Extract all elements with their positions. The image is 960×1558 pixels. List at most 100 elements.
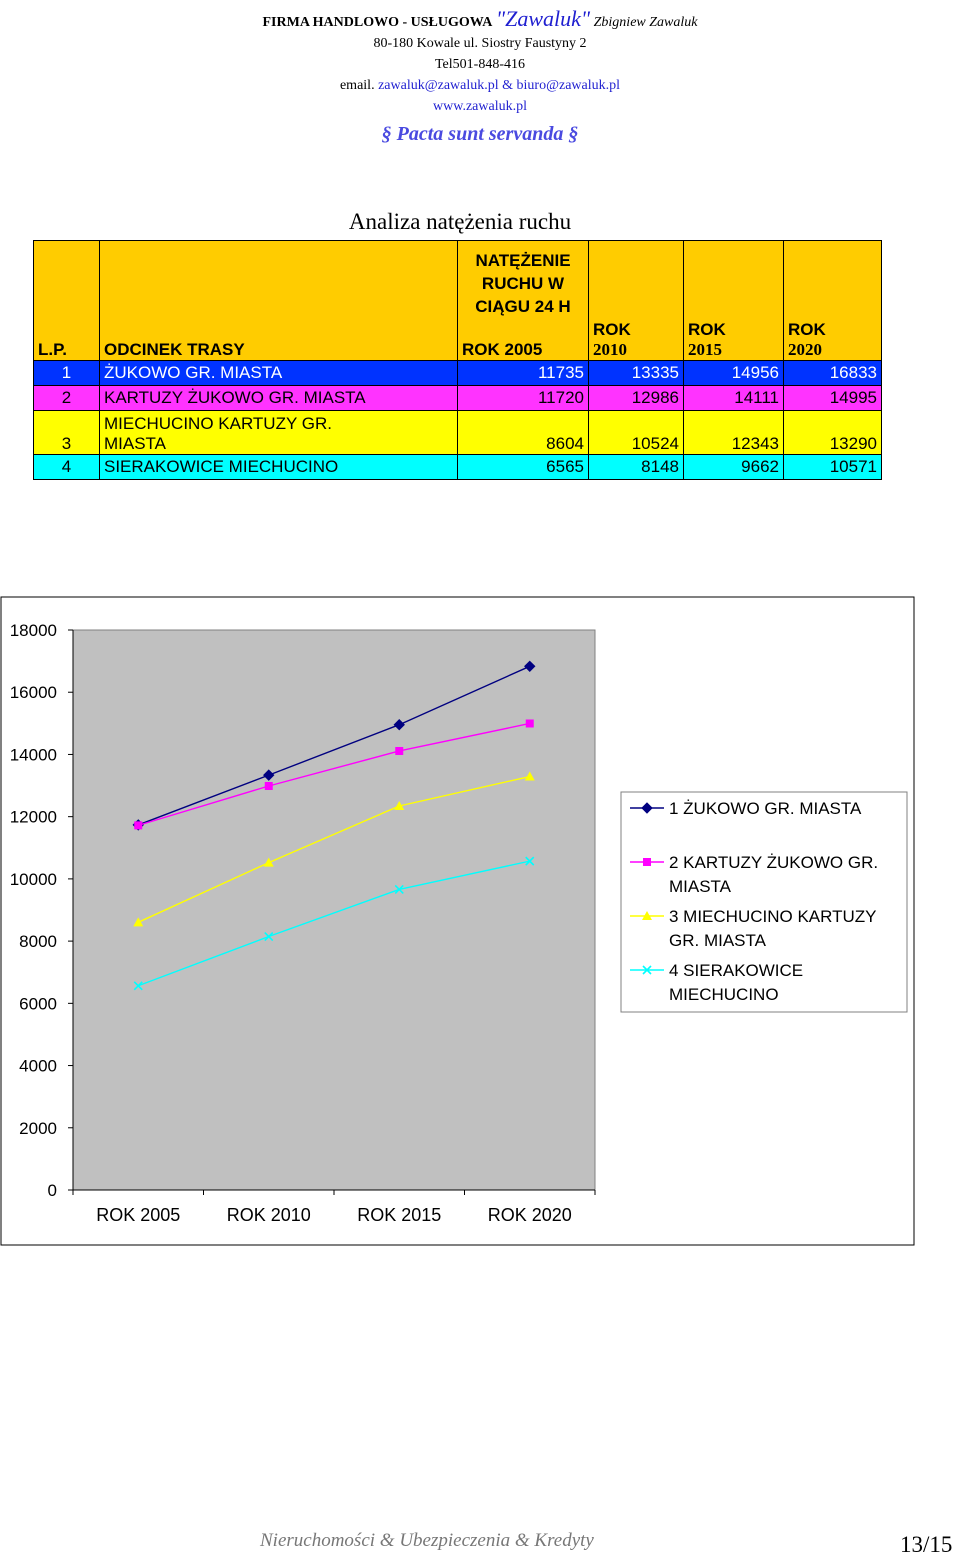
company-address: 80-180 Kowale ul. Siostry Faustyny 2 bbox=[373, 36, 587, 51]
owner-name: Zbigniew Zawaluk bbox=[593, 15, 698, 30]
y-tick-label: 10000 bbox=[10, 870, 57, 889]
header-2010-label: ROK bbox=[593, 320, 631, 339]
y-tick-label: 12000 bbox=[10, 808, 57, 827]
y-tick-label: 14000 bbox=[10, 745, 57, 764]
email-prefix: email. bbox=[339, 78, 375, 93]
data-point-4 bbox=[133, 981, 143, 991]
header-2015-label: ROK bbox=[688, 320, 726, 339]
footer-text: Nieruchomości & Ubezpieczenia & Kredyty bbox=[260, 1530, 594, 1551]
legend-label: GR. MIASTA bbox=[669, 931, 767, 950]
row-2010: 13335 bbox=[588, 360, 684, 386]
data-point-3 bbox=[524, 771, 535, 781]
row-route-line-1: MIECHUCINO KARTUZY GR. bbox=[104, 414, 332, 433]
brand-name: "Zawaluk" bbox=[495, 6, 591, 31]
header-2020: ROK 2020 bbox=[783, 240, 882, 361]
legend-marker bbox=[641, 802, 653, 814]
traffic-table: L.P. ODCINEK TRASY NATĘŻENIE RUCHU W CIĄ… bbox=[33, 240, 882, 480]
company-name: FIRMA HANDLOWO - USŁUGOWA bbox=[262, 15, 493, 30]
row-route: MIECHUCINO KARTUZY GR. MIASTA bbox=[99, 410, 458, 455]
email-link-2[interactable]: biuro@zawaluk.pl bbox=[516, 78, 621, 93]
legend-marker bbox=[642, 965, 652, 975]
table-header-row: L.P. ODCINEK TRASY NATĘŻENIE RUCHU W CIĄ… bbox=[33, 240, 882, 361]
legend-label: MIASTA bbox=[669, 877, 732, 896]
row-2005: 8604 bbox=[457, 410, 589, 455]
data-point-4 bbox=[525, 856, 535, 866]
letterhead-company-line: FIRMA HANDLOWO - USŁUGOWA "Zawaluk" Zbig… bbox=[0, 8, 960, 33]
company-phone: Tel501-848-416 bbox=[434, 57, 525, 72]
header-2005: ROK 2005 bbox=[462, 340, 543, 359]
email-line: email. zawaluk@zawaluk.pl & biuro@zawalu… bbox=[0, 75, 960, 96]
x-tick-label: ROK 2010 bbox=[227, 1205, 311, 1225]
data-point-4 bbox=[394, 884, 404, 894]
x-tick-label: ROK 2020 bbox=[488, 1205, 572, 1225]
row-2005: 6565 bbox=[457, 454, 589, 480]
row-2020: 16833 bbox=[783, 360, 882, 386]
email-separator: & bbox=[502, 78, 514, 93]
row-2015: 14956 bbox=[683, 360, 784, 386]
y-tick-label: 0 bbox=[48, 1181, 57, 1200]
page-number: 13/15 bbox=[900, 1532, 953, 1557]
x-tick-label: ROK 2015 bbox=[357, 1205, 441, 1225]
row-2005: 11720 bbox=[457, 385, 589, 411]
header-2010-year: 2010 bbox=[593, 340, 627, 359]
traffic-line-chart: 0 2000 4000 6000 8000 10000 12000 14000 16000 180… bbox=[0, 596, 915, 1246]
data-point-1 bbox=[263, 769, 275, 781]
series-line-2 bbox=[138, 722, 530, 827]
row-route: KARTUZY ŻUKOWO GR. MIASTA bbox=[99, 385, 458, 411]
row-lp: 2 bbox=[33, 385, 100, 411]
table-row: 2 KARTUZY ŻUKOWO GR. MIASTA 11720 12986 … bbox=[33, 385, 882, 411]
header-2020-label: ROK bbox=[788, 320, 826, 339]
legend-marker bbox=[642, 911, 652, 920]
motto: Pacta sunt servanda bbox=[396, 123, 564, 145]
data-point-4 bbox=[264, 931, 274, 942]
data-point-3 bbox=[263, 857, 274, 867]
row-lp: 1 bbox=[33, 360, 100, 386]
data-point-3 bbox=[394, 800, 405, 810]
section-mark-right: § bbox=[568, 123, 579, 145]
data-point-3 bbox=[133, 917, 144, 927]
header-2010: ROK 2010 bbox=[588, 240, 684, 361]
row-2010: 12986 bbox=[588, 385, 684, 411]
header-2020-year: 2020 bbox=[788, 340, 822, 359]
website-link[interactable]: www.zawaluk.pl bbox=[433, 99, 527, 114]
row-2010: 8148 bbox=[588, 454, 684, 480]
row-2015: 9662 bbox=[683, 454, 784, 480]
email-link-1[interactable]: zawaluk@zawaluk.pl bbox=[378, 78, 499, 93]
header-2015-year: 2015 bbox=[688, 340, 722, 359]
header-2015: ROK 2015 bbox=[683, 240, 784, 361]
x-tick-label: ROK 2005 bbox=[96, 1205, 180, 1225]
legend-label: 3 MIECHUCINO KARTUZY bbox=[669, 907, 877, 926]
legend-marker bbox=[643, 858, 651, 866]
plot-area bbox=[72, 629, 596, 1191]
y-tick-label: 2000 bbox=[19, 1119, 57, 1138]
data-point-1 bbox=[393, 718, 405, 731]
row-2020: 13290 bbox=[783, 410, 882, 455]
row-2020: 10571 bbox=[783, 454, 882, 480]
header-group-title: NATĘŻENIE RUCHU W CIĄGU 24 H bbox=[475, 251, 571, 316]
data-point-2 bbox=[395, 746, 404, 755]
table-row: 1 ŻUKOWO GR. MIASTA 11735 13335 14956 16… bbox=[33, 360, 882, 386]
legend-label: 1 ŻUKOWO GR. MIASTA bbox=[669, 799, 862, 818]
header-group: NATĘŻENIE RUCHU W CIĄGU 24 H ROK 2005 bbox=[457, 240, 589, 361]
table-row: 4 SIERAKOWICE MIECHUCINO 6565 8148 9662 … bbox=[33, 454, 882, 480]
y-tick-label: 8000 bbox=[19, 932, 57, 951]
series-line-3 bbox=[137, 775, 530, 923]
row-lp: 4 bbox=[33, 454, 100, 480]
motto-line: § Pacta sunt servanda § bbox=[0, 117, 960, 151]
letterhead: FIRMA HANDLOWO - USŁUGOWA "Zawaluk" Zbig… bbox=[0, 8, 960, 151]
series-line-1 bbox=[138, 665, 531, 826]
header-route: ODCINEK TRASY bbox=[99, 240, 458, 361]
data-point-2 bbox=[525, 719, 534, 728]
data-point-2 bbox=[264, 781, 273, 790]
legend-label: 2 KARTUZY ŻUKOWO GR. bbox=[669, 853, 878, 872]
row-route-line-2: MIASTA bbox=[104, 434, 167, 453]
row-route: SIERAKOWICE MIECHUCINO bbox=[99, 454, 458, 480]
y-tick-label: 4000 bbox=[19, 1057, 57, 1076]
legend-label: MIECHUCINO bbox=[669, 985, 779, 1004]
row-2010: 10524 bbox=[588, 410, 684, 455]
y-tick-label: 6000 bbox=[19, 994, 57, 1013]
row-lp: 3 bbox=[33, 410, 100, 455]
y-tick-label: 16000 bbox=[10, 683, 57, 702]
row-2005: 11735 bbox=[457, 360, 589, 386]
chart-legend bbox=[620, 791, 908, 1013]
